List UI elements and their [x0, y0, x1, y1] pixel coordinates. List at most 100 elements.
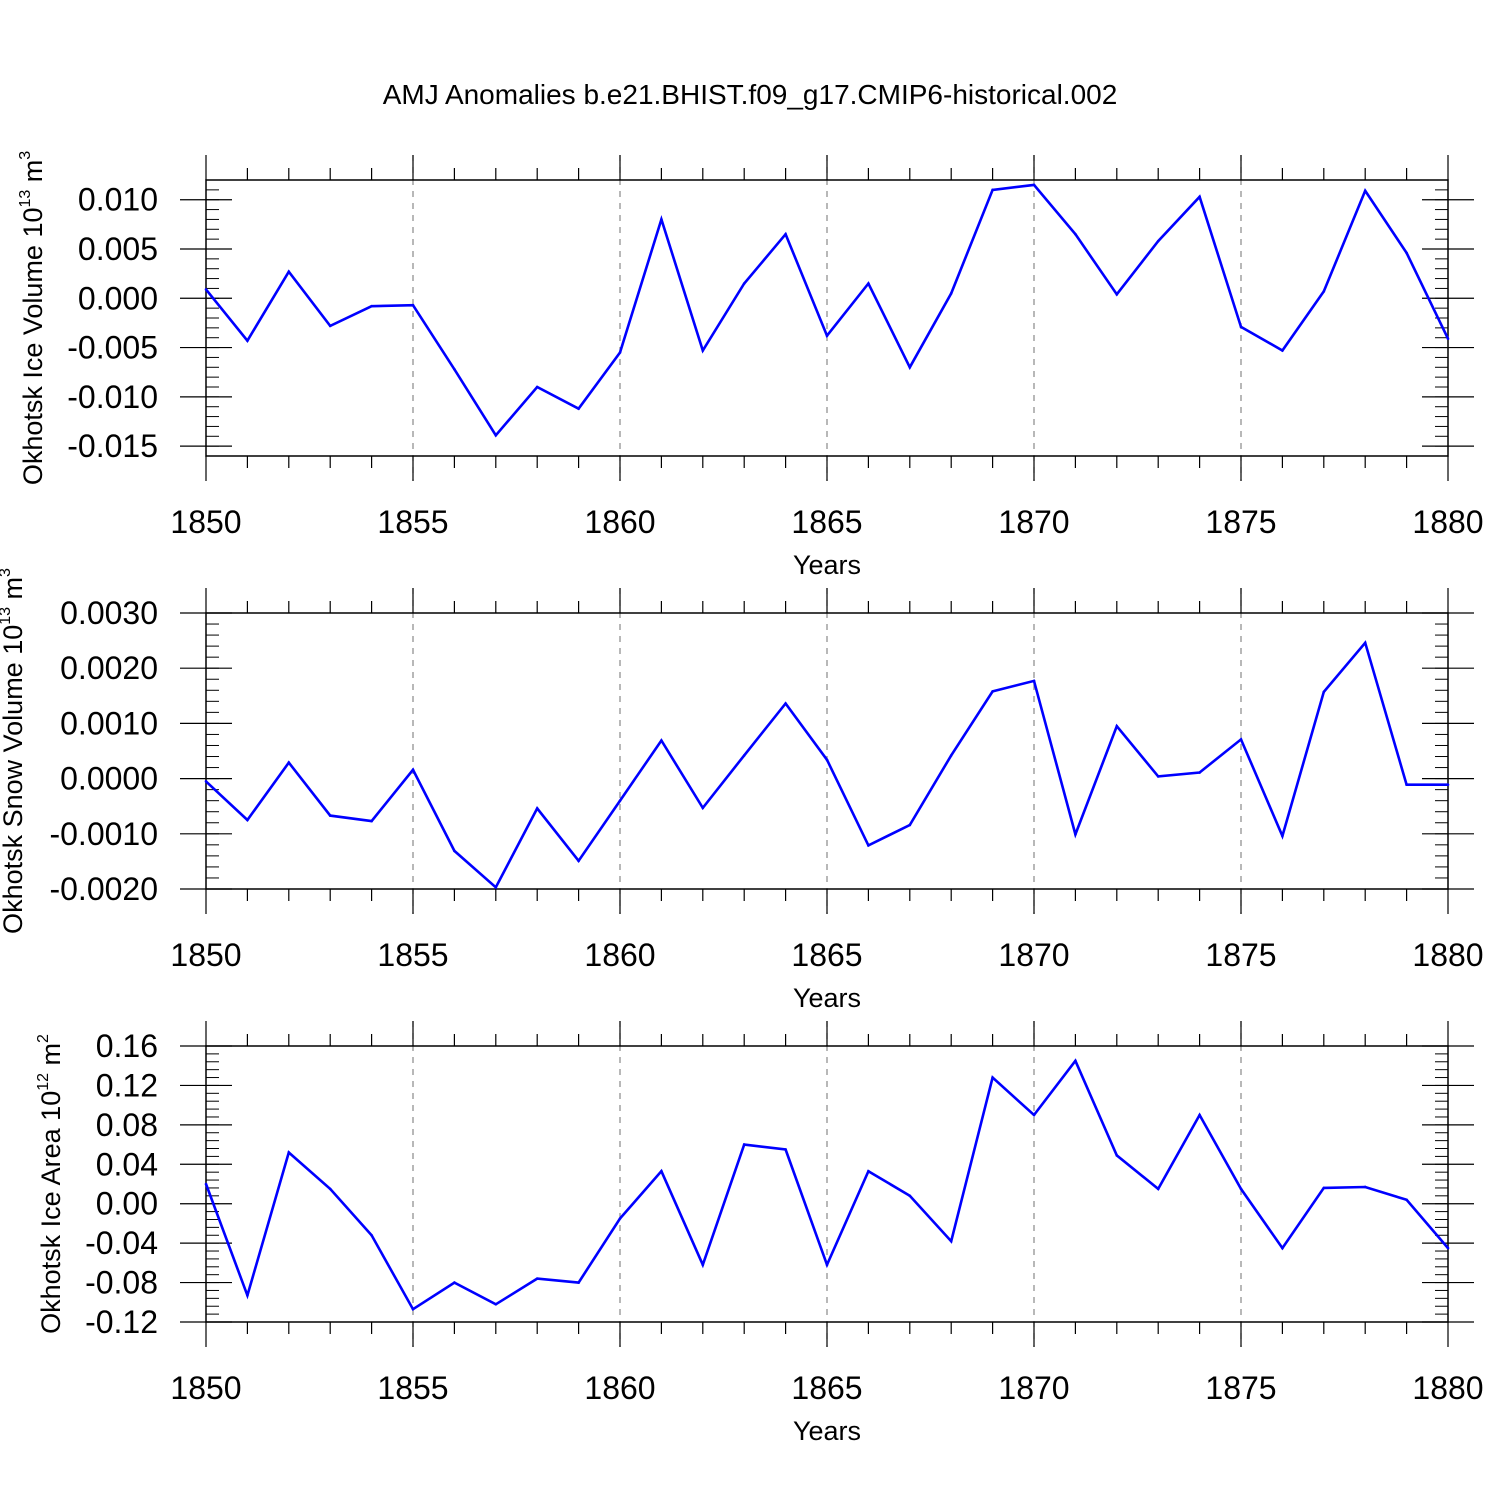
data-point: [1322, 290, 1326, 293]
x-tick-label: 1860: [584, 1370, 655, 1406]
y-tick-label: 0.0030: [60, 595, 158, 631]
data-point: [825, 758, 829, 762]
data-point: [1239, 325, 1243, 329]
y-tick-label: 0.08: [96, 1107, 158, 1143]
data-point: [618, 351, 622, 354]
panel-1: -0.015 -0.010 -0.005 0.000 0.005 0.010 1850 185…: [17, 151, 1484, 580]
data-point: [784, 1148, 787, 1151]
plot-frame: [205, 612, 1449, 890]
data-point: [867, 1169, 870, 1173]
data-point: [246, 818, 249, 822]
data-point: [1074, 1059, 1077, 1063]
data-point: [494, 434, 498, 437]
data-point: [370, 304, 373, 308]
y-tick-label: -0.010: [67, 379, 158, 415]
data-point: [287, 761, 291, 764]
chart-panels: -0.015 -0.010 -0.005 0.000 0.005 0.010 1850 185…: [0, 151, 1484, 1446]
data-point: [1281, 834, 1284, 838]
x-tick-label: 1875: [1205, 1370, 1276, 1406]
plot-frame: [205, 179, 1449, 457]
x-tick-label: 1865: [791, 504, 862, 540]
data-point: [660, 218, 663, 221]
data-point: [1198, 771, 1201, 774]
data-point: [287, 270, 291, 273]
data-point: [908, 823, 912, 827]
data-point: [701, 1263, 705, 1267]
data-point: [204, 288, 208, 291]
y-tick-label: 0.0000: [60, 761, 158, 797]
data-point: [370, 1233, 373, 1237]
data-point: [1074, 833, 1077, 836]
data-point: [867, 282, 870, 285]
data-point: [1281, 1246, 1284, 1250]
x-tick-label: 1850: [170, 937, 241, 973]
data-point: [535, 807, 539, 810]
data-point: [246, 1294, 249, 1297]
panel-2: -0.0020 -0.0010 0.0000 0.0010 0.0020 0.0030 18…: [0, 568, 1484, 1013]
y-tick-label: 0.16: [96, 1028, 158, 1064]
data-point: [1281, 349, 1284, 352]
data-point: [660, 739, 663, 742]
data-point: [1115, 724, 1119, 728]
data-point: [701, 349, 705, 352]
y-tick-label: -0.12: [85, 1304, 158, 1340]
y-tick-label: 0.010: [78, 182, 158, 218]
data-point: [908, 1194, 912, 1198]
x-tick-label: 1880: [1412, 937, 1483, 973]
data-point: [411, 768, 415, 772]
data-point: [991, 690, 994, 693]
y-axis-label: Okhotsk Ice Area 1012 m2: [35, 1034, 66, 1334]
x-tick-label: 1870: [998, 504, 1069, 540]
data-point: [1239, 1187, 1243, 1191]
data-point: [370, 819, 373, 823]
x-tick-label: 1860: [584, 937, 655, 973]
chart-title: AMJ Anomalies b.e21.BHIST.f09_g17.CMIP6-…: [383, 79, 1118, 110]
data-point: [1156, 775, 1160, 778]
data-point: [867, 844, 870, 847]
x-tick-label: 1875: [1205, 937, 1276, 973]
data-point: [1405, 1198, 1408, 1202]
y-tick-label: -0.0020: [49, 871, 158, 907]
data-point: [1363, 641, 1367, 645]
data-point: [742, 1143, 746, 1146]
data-point: [453, 1281, 456, 1284]
data-point: [908, 365, 912, 369]
x-tick-label: 1870: [998, 1370, 1069, 1406]
x-tick-label: 1870: [998, 937, 1069, 973]
x-axis-label: Years: [793, 1416, 861, 1446]
data-point: [577, 1281, 580, 1284]
data-point: [1074, 232, 1077, 236]
data-point: [1198, 1113, 1201, 1117]
data-point: [949, 1239, 953, 1243]
data-point: [618, 1217, 622, 1220]
series-line: [205, 640, 1448, 890]
data-point: [784, 702, 787, 705]
data-point: [287, 1151, 291, 1154]
data-point: [1032, 1113, 1036, 1117]
y-tick-label: -0.005: [67, 330, 158, 366]
data-point: [328, 324, 332, 328]
data-point: [577, 407, 580, 410]
data-point: [784, 232, 787, 236]
y-tick-label: -0.08: [85, 1265, 158, 1301]
x-tick-label: 1880: [1412, 1370, 1483, 1406]
data-point: [825, 1263, 829, 1267]
data-point: [577, 859, 580, 863]
data-point: [1405, 783, 1408, 786]
data-point: [1032, 183, 1036, 187]
x-axis-label: Years: [793, 550, 861, 580]
data-point: [1156, 239, 1160, 243]
y-tick-label: 0.000: [78, 280, 158, 316]
data-point: [246, 339, 249, 342]
data-point: [1446, 337, 1450, 341]
data-point: [1363, 1185, 1367, 1189]
data-point: [328, 814, 332, 817]
data-point: [742, 754, 746, 757]
data-point: [204, 780, 208, 783]
data-point: [660, 1169, 663, 1173]
data-point: [494, 1302, 498, 1306]
data-point: [1198, 195, 1201, 199]
y-tick-label: 0.0020: [60, 650, 158, 686]
data-point: [1405, 251, 1408, 255]
